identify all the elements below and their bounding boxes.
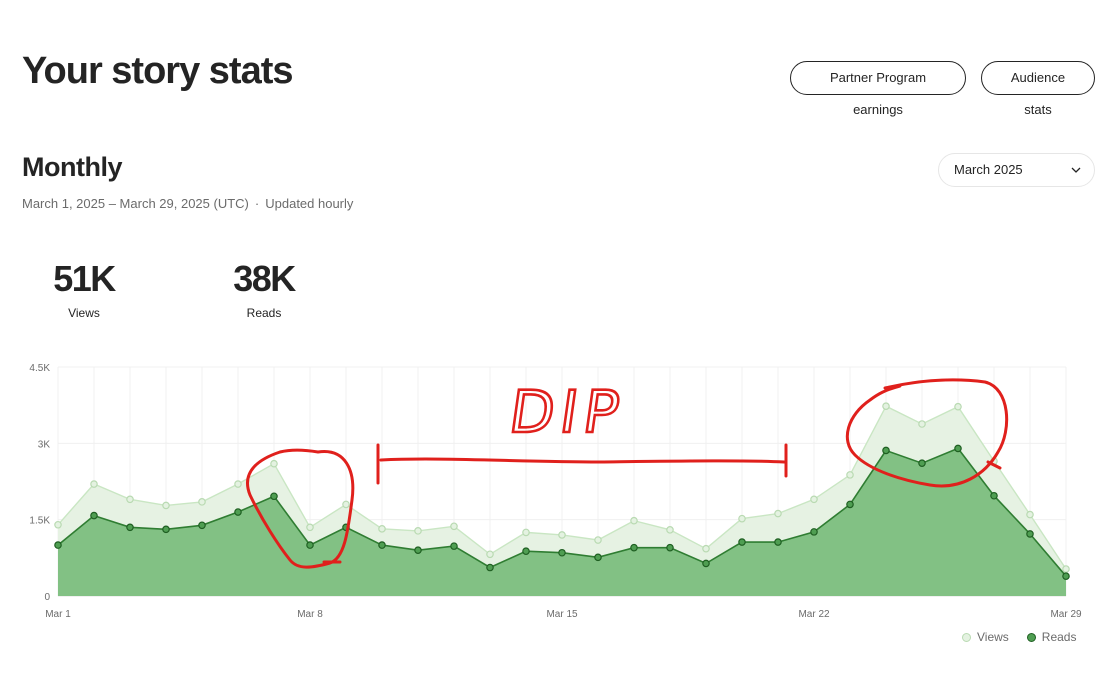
y-tick-label: 3K [38, 439, 51, 450]
x-tick-label: Mar 8 [297, 609, 323, 620]
x-tick-label: Mar 29 [1050, 609, 1082, 620]
reads-area [58, 448, 1066, 596]
views-point [882, 402, 890, 410]
reads-point [450, 542, 458, 550]
views-point [342, 500, 350, 509]
views-point [450, 522, 458, 531]
date-range: March 1, 2025 – March 29, 2025 (UTC) · Upd… [22, 196, 353, 211]
reads-point [1026, 530, 1034, 538]
legend-label-views: Views [977, 630, 1009, 644]
reads-point [738, 538, 746, 546]
views-total: 51K [53, 258, 116, 299]
views-point [126, 495, 134, 504]
annotation-dip-text: DIP [505, 378, 629, 446]
separator-dot: · [254, 196, 260, 211]
y-tick-label: 1.5K [29, 516, 50, 527]
x-tick-label: Mar 1 [45, 609, 71, 620]
legend-label-reads: Reads [1041, 630, 1077, 644]
reads-point [522, 547, 530, 556]
reads-point [594, 553, 602, 562]
reads-point [918, 459, 926, 467]
views-point [522, 528, 530, 537]
views-point [1026, 510, 1034, 519]
reads-point [90, 511, 98, 520]
section-title: Monthly [22, 152, 122, 182]
reads-point [702, 559, 710, 568]
legend-item-reads[interactable]: Reads [1026, 630, 1077, 644]
views-point [306, 523, 314, 532]
reads-point [882, 446, 890, 455]
reads-point [774, 538, 782, 546]
views-point [198, 498, 206, 506]
x-tick-label: Mar 22 [798, 609, 830, 620]
reads-point [846, 500, 854, 509]
page-title: Your story stats [22, 50, 293, 92]
reads-point [558, 548, 566, 557]
reads-point [198, 521, 206, 530]
reads-point [810, 528, 818, 536]
legend-swatch-views [962, 632, 971, 642]
y-tick-label: 0 [44, 592, 50, 603]
reads-point [1062, 572, 1070, 580]
legend-swatch-reads [1026, 632, 1036, 642]
views-point [594, 536, 602, 544]
chart-legend: Views Reads [962, 630, 1094, 644]
views-point [234, 480, 242, 488]
views-point [846, 471, 854, 479]
views-point [918, 420, 926, 428]
views-stat: 51K Views [44, 258, 124, 320]
reads-total: 38K [233, 258, 296, 299]
views-point [54, 520, 62, 529]
views-point [810, 495, 818, 504]
views-point [954, 402, 962, 411]
reads-point [666, 543, 674, 552]
reads-point [54, 541, 62, 549]
date-range-text: March 1, 2025 – March 29, 2025 (UTC) [22, 196, 249, 211]
reads-point [486, 563, 494, 572]
reads-point [270, 492, 278, 501]
views-point [162, 501, 170, 510]
annotation-bracket-line [379, 457, 786, 464]
views-point [558, 531, 566, 539]
reads-point [234, 508, 242, 516]
reads-point [306, 541, 314, 549]
views-point [630, 516, 638, 525]
views-point [738, 514, 746, 523]
y-tick-label: 4.5K [29, 363, 50, 374]
reads-point [414, 546, 422, 555]
reads-point [630, 543, 638, 552]
update-note: Updated hourly [265, 196, 354, 211]
views-point [1062, 565, 1070, 573]
views-point [486, 550, 494, 559]
legend-item-views[interactable]: Views [962, 630, 1009, 644]
reads-stat: 38K Reads [224, 258, 304, 320]
chevron-down-icon [1070, 154, 1082, 198]
views-point [378, 525, 386, 533]
reads-point [954, 444, 962, 453]
views-point [270, 459, 278, 468]
views-point [90, 480, 98, 488]
views-point [666, 526, 674, 534]
reads-point [162, 525, 170, 534]
annotation-circle-right [845, 378, 1009, 488]
views-point [774, 509, 782, 518]
reads-point [990, 491, 998, 500]
annotation-circle-left [246, 448, 355, 569]
reads-point [378, 541, 386, 549]
views-point [414, 527, 422, 535]
views-label: Views [68, 306, 100, 320]
period-dropdown[interactable]: March 2025 [938, 153, 1095, 187]
period-dropdown-value: March 2025 [954, 162, 1023, 177]
views-point [702, 544, 710, 553]
x-tick-label: Mar 15 [546, 609, 578, 620]
partner-program-earnings-button[interactable]: Partner Program earnings [790, 61, 966, 117]
reads-point [126, 523, 134, 532]
audience-stats-button[interactable]: Audience stats [981, 61, 1095, 117]
reads-label: Reads [246, 306, 282, 320]
